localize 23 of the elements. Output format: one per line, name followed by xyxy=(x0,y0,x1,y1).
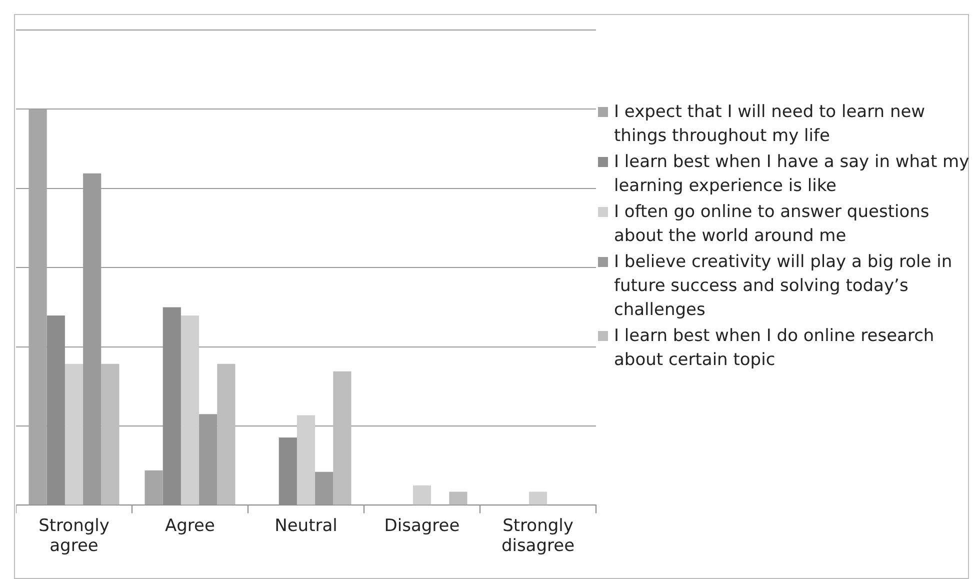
bar xyxy=(217,364,236,505)
bar xyxy=(449,492,468,505)
bar xyxy=(315,472,334,505)
bar xyxy=(28,109,47,505)
x-tick-label: Neutral xyxy=(274,516,338,536)
bar xyxy=(199,414,218,505)
legend-label: I often go online to answer questions about the world around me xyxy=(614,201,930,248)
bar xyxy=(144,470,163,505)
bar xyxy=(528,492,548,505)
legend-label: I believe creativity will play a big role in future success and solving today’s challenges xyxy=(614,251,954,322)
bar xyxy=(412,485,432,505)
bar xyxy=(64,364,84,505)
bar xyxy=(101,364,120,505)
x-tick-label: Strongly disagree xyxy=(501,516,575,556)
legend-label: I learn best when I have a say in what my learning experience is like xyxy=(614,151,970,198)
bar xyxy=(180,316,200,505)
x-tick-label: Strongly agree xyxy=(38,516,110,556)
legend-label: I learn best when I do online research about certain topic xyxy=(614,325,936,372)
x-tick-label: Disagree xyxy=(384,516,460,536)
legend-label: I expect that I will need to learn new things throughout my life xyxy=(614,101,926,148)
bar xyxy=(296,415,316,505)
x-tick-label: Agree xyxy=(165,516,215,536)
bar xyxy=(333,371,352,505)
